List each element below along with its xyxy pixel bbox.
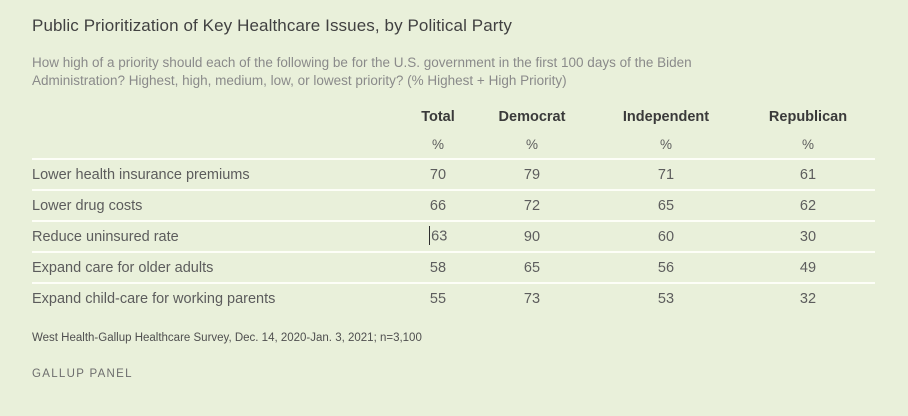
cell-value: 63: [431, 228, 448, 245]
percent-symbol: %: [431, 136, 444, 152]
value-cell-democrat: 72: [523, 197, 541, 214]
survey-question: How high of a priority should each of th…: [32, 55, 692, 88]
percent-symbol: %: [659, 136, 672, 152]
percent-row: % % % %: [32, 130, 875, 159]
value-cell-republican: 62: [799, 197, 817, 214]
value-cell-independent: 71: [657, 166, 675, 183]
value-cell-democrat: 65: [523, 259, 541, 276]
value-cell-democrat: 73: [523, 290, 541, 307]
value-cell-total: 58: [429, 259, 447, 276]
table-row: Lower health insurance premiums 70 79 71…: [32, 159, 875, 190]
value-cell-total: 63: [382, 221, 494, 252]
column-header-republican: Republican: [768, 108, 848, 125]
value-cell-republican: 61: [799, 166, 817, 183]
survey-table-card: Public Prioritization of Key Healthcare …: [32, 16, 875, 380]
row-label: Reduce uninsured rate: [32, 228, 179, 245]
value-cell-republican: 32: [799, 290, 817, 307]
row-label: Lower health insurance premiums: [32, 166, 250, 183]
value-cell-total: 66: [429, 197, 447, 214]
row-label: Expand care for older adults: [32, 259, 214, 276]
column-header-democrat: Democrat: [498, 108, 566, 125]
table-row: Expand care for older adults 58 65 56 49: [32, 252, 875, 283]
value-cell-total: 55: [429, 290, 447, 307]
table-row: Expand child-care for working parents 55…: [32, 283, 875, 313]
empty-header-cell: [32, 103, 382, 130]
value-cell-independent: 65: [657, 197, 675, 214]
column-header-total: Total: [421, 108, 455, 125]
percent-symbol: %: [525, 136, 538, 152]
value-cell-republican: 30: [799, 228, 817, 245]
value-cell-independent: 60: [657, 228, 675, 245]
source-note: West Health-Gallup Healthcare Survey, De…: [32, 332, 422, 344]
row-label: Lower drug costs: [32, 197, 143, 214]
page-title: Public Prioritization of Key Healthcare …: [32, 16, 512, 35]
value-cell-independent: 53: [657, 290, 675, 307]
table-row: Lower drug costs 66 72 65 62: [32, 190, 875, 221]
value-cell-republican: 49: [799, 259, 817, 276]
gallup-panel-brand: GALLUP PANEL: [32, 368, 133, 380]
value-cell-total: 70: [429, 166, 447, 183]
row-label: Expand child-care for working parents: [32, 290, 276, 307]
column-header-independent: Independent: [622, 108, 710, 125]
value-cell-democrat: 90: [523, 228, 541, 245]
value-cell-democrat: 79: [523, 166, 541, 183]
percent-symbol: %: [801, 136, 814, 152]
table-header-row: Total Democrat Independent Republican: [32, 103, 875, 130]
empty-cell: [32, 130, 382, 159]
table-row: Reduce uninsured rate 63 90 60 30: [32, 221, 875, 252]
value-cell-independent: 56: [657, 259, 675, 276]
priority-table: Total Democrat Independent Republican % …: [32, 103, 875, 313]
text-cursor-icon: [428, 226, 431, 245]
